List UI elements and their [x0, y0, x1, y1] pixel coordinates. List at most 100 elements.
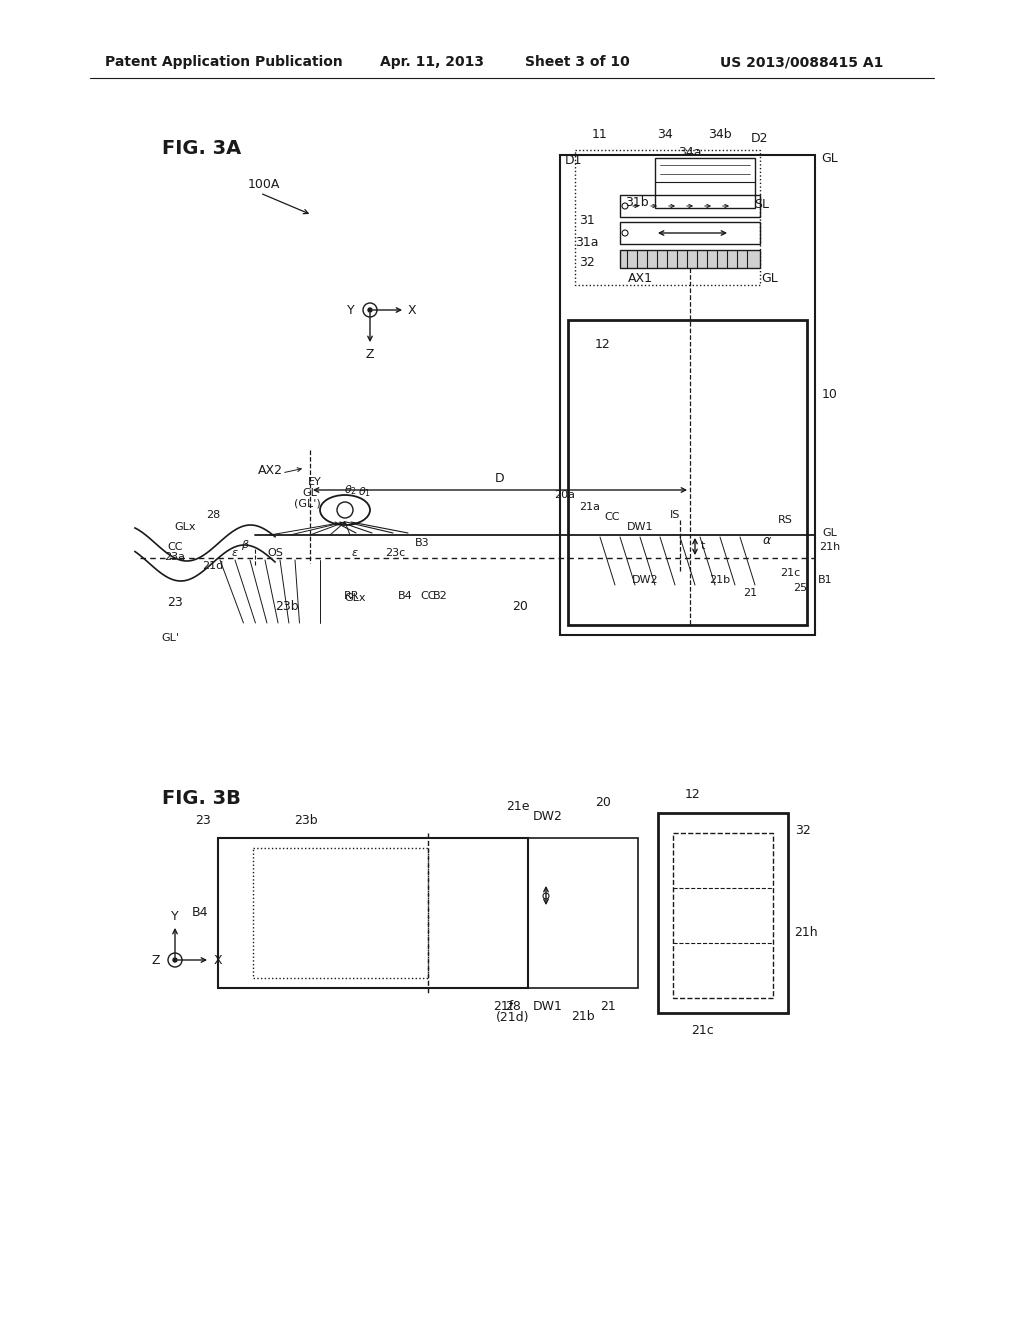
Text: AX1: AX1 — [628, 272, 652, 285]
Text: 21: 21 — [600, 999, 615, 1012]
Text: GLx: GLx — [174, 521, 196, 532]
Text: 21h: 21h — [795, 927, 818, 940]
Text: 12: 12 — [595, 338, 611, 351]
Text: 21f: 21f — [493, 999, 513, 1012]
Text: $\theta_1$: $\theta_1$ — [358, 486, 372, 499]
Text: 21a: 21a — [580, 502, 600, 512]
Text: 32: 32 — [795, 825, 811, 837]
Text: GL': GL' — [161, 634, 179, 643]
Text: Z: Z — [366, 347, 374, 360]
Text: 21d: 21d — [203, 561, 223, 572]
Text: (21d): (21d) — [497, 1011, 529, 1024]
Text: 23: 23 — [196, 813, 211, 826]
Bar — [655, 158, 755, 209]
Text: Z: Z — [152, 954, 160, 968]
Text: 28: 28 — [505, 999, 521, 1012]
Text: GL: GL — [302, 488, 317, 498]
Text: $\alpha$: $\alpha$ — [762, 533, 772, 546]
Text: 21e: 21e — [506, 800, 529, 813]
Text: Patent Application Publication: Patent Application Publication — [105, 55, 343, 69]
Circle shape — [173, 958, 177, 962]
Text: 28: 28 — [206, 510, 220, 520]
Text: 11: 11 — [592, 128, 608, 141]
Text: 21b: 21b — [571, 1010, 595, 1023]
Text: SL: SL — [755, 198, 769, 211]
Text: $\varepsilon$: $\varepsilon$ — [351, 548, 358, 558]
Text: 12: 12 — [685, 788, 700, 801]
Text: B2: B2 — [432, 591, 447, 601]
Text: 23b: 23b — [294, 813, 317, 826]
Text: CC: CC — [420, 591, 436, 601]
Text: Y: Y — [347, 305, 355, 318]
Text: DW2: DW2 — [632, 576, 658, 585]
Bar — [568, 319, 807, 624]
Text: 23b: 23b — [275, 599, 299, 612]
Bar — [575, 150, 760, 285]
Text: 23c: 23c — [385, 548, 406, 558]
Text: D2: D2 — [752, 132, 769, 144]
Text: 21c: 21c — [780, 568, 800, 578]
Text: AX2: AX2 — [257, 463, 283, 477]
Bar — [620, 195, 760, 216]
Text: B3: B3 — [415, 539, 429, 548]
Text: 20: 20 — [595, 796, 611, 809]
Text: 20a: 20a — [555, 490, 575, 500]
Text: GL: GL — [822, 528, 838, 539]
Text: CC: CC — [167, 543, 182, 552]
Bar — [658, 813, 788, 1012]
Text: $\beta$: $\beta$ — [241, 539, 250, 552]
Text: X: X — [408, 304, 417, 317]
Bar — [528, 838, 638, 987]
Text: Sheet 3 of 10: Sheet 3 of 10 — [525, 55, 630, 69]
Text: (GL'): (GL') — [294, 498, 321, 508]
Text: 31b: 31b — [626, 195, 649, 209]
Text: DW2: DW2 — [534, 809, 563, 822]
Text: 21: 21 — [743, 587, 757, 598]
Text: 21c: 21c — [691, 1024, 715, 1038]
Text: CC: CC — [604, 512, 620, 521]
Text: $\theta_2$: $\theta_2$ — [343, 483, 356, 496]
Text: B4: B4 — [191, 907, 208, 920]
Text: B1: B1 — [818, 576, 833, 585]
Text: Apr. 11, 2013: Apr. 11, 2013 — [380, 55, 484, 69]
Text: Y: Y — [171, 909, 179, 923]
Bar — [620, 222, 760, 244]
Bar — [673, 833, 773, 998]
Bar — [218, 838, 528, 987]
Text: B4: B4 — [397, 591, 413, 601]
Bar — [620, 249, 760, 268]
Text: 21b: 21b — [710, 576, 730, 585]
Text: D1: D1 — [564, 153, 582, 166]
Text: 100A: 100A — [248, 178, 281, 191]
Text: 34b: 34b — [709, 128, 732, 141]
Text: t: t — [700, 541, 706, 550]
Text: 34a: 34a — [678, 145, 701, 158]
Bar — [253, 847, 428, 978]
Text: 32: 32 — [580, 256, 595, 269]
Text: OS: OS — [267, 548, 283, 558]
Text: EY: EY — [308, 477, 322, 487]
Text: 10: 10 — [822, 388, 838, 401]
Text: 31: 31 — [580, 214, 595, 227]
Text: GL: GL — [762, 272, 778, 285]
Text: IS: IS — [670, 510, 680, 520]
Text: X: X — [214, 953, 222, 966]
Text: RS: RS — [777, 515, 793, 525]
Text: D: D — [496, 471, 505, 484]
Text: US 2013/0088415 A1: US 2013/0088415 A1 — [720, 55, 884, 69]
Text: DW1: DW1 — [627, 521, 653, 532]
Text: 31a: 31a — [575, 235, 599, 248]
Text: FIG. 3A: FIG. 3A — [162, 139, 242, 157]
Text: 20: 20 — [512, 599, 528, 612]
Text: GLx: GLx — [344, 593, 366, 603]
Text: 25: 25 — [793, 583, 807, 593]
Circle shape — [337, 502, 353, 517]
Text: DW1: DW1 — [534, 999, 563, 1012]
Circle shape — [368, 308, 372, 312]
Text: 34: 34 — [657, 128, 673, 141]
Text: GL: GL — [821, 152, 839, 165]
Text: 23: 23 — [167, 597, 183, 610]
Text: 23a: 23a — [165, 552, 185, 562]
Text: $\varepsilon$: $\varepsilon$ — [231, 548, 239, 558]
Bar — [560, 154, 815, 635]
